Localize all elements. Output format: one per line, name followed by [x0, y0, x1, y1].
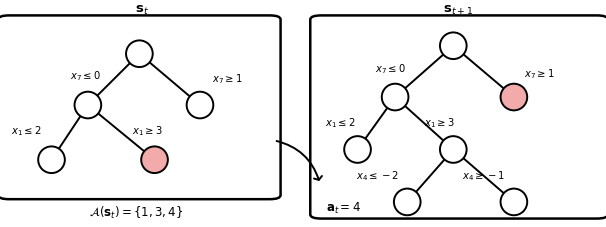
Ellipse shape — [440, 137, 467, 163]
FancyBboxPatch shape — [310, 16, 606, 219]
Ellipse shape — [440, 33, 467, 60]
Ellipse shape — [126, 41, 153, 68]
Text: $\mathbf{s}_{t+1}$: $\mathbf{s}_{t+1}$ — [442, 4, 473, 17]
Text: $\mathbf{a}_t = 4$: $\mathbf{a}_t = 4$ — [326, 200, 361, 215]
Text: $x_1 \geq 3$: $x_1 \geq 3$ — [424, 116, 455, 130]
Text: $x_7 \geq 1$: $x_7 \geq 1$ — [212, 72, 243, 85]
Ellipse shape — [187, 92, 213, 119]
Ellipse shape — [501, 189, 527, 215]
Ellipse shape — [394, 189, 421, 215]
Ellipse shape — [141, 147, 168, 173]
Ellipse shape — [344, 137, 371, 163]
Text: $x_4 \geq -1$: $x_4 \geq -1$ — [462, 168, 505, 182]
FancyBboxPatch shape — [0, 16, 281, 199]
Text: $\mathbf{s}_t$: $\mathbf{s}_t$ — [136, 4, 149, 17]
Text: $x_4 \leq -2$: $x_4 \leq -2$ — [356, 168, 399, 182]
Text: $x_1 \geq 3$: $x_1 \geq 3$ — [132, 124, 163, 137]
Text: $x_7 \leq 0$: $x_7 \leq 0$ — [375, 62, 405, 75]
Text: $x_1 \leq 2$: $x_1 \leq 2$ — [325, 116, 355, 130]
Text: $x_1 \leq 2$: $x_1 \leq 2$ — [11, 124, 41, 137]
Text: $x_7 \geq 1$: $x_7 \geq 1$ — [524, 67, 555, 81]
Ellipse shape — [38, 147, 65, 173]
Text: $\mathcal{A}(\mathbf{s}_t) = \{1, 3, 4\}$: $\mathcal{A}(\mathbf{s}_t) = \{1, 3, 4\}… — [89, 204, 184, 220]
Ellipse shape — [501, 84, 527, 111]
Text: $x_7 \leq 0$: $x_7 \leq 0$ — [70, 69, 101, 83]
Ellipse shape — [75, 92, 101, 119]
Ellipse shape — [382, 84, 408, 111]
